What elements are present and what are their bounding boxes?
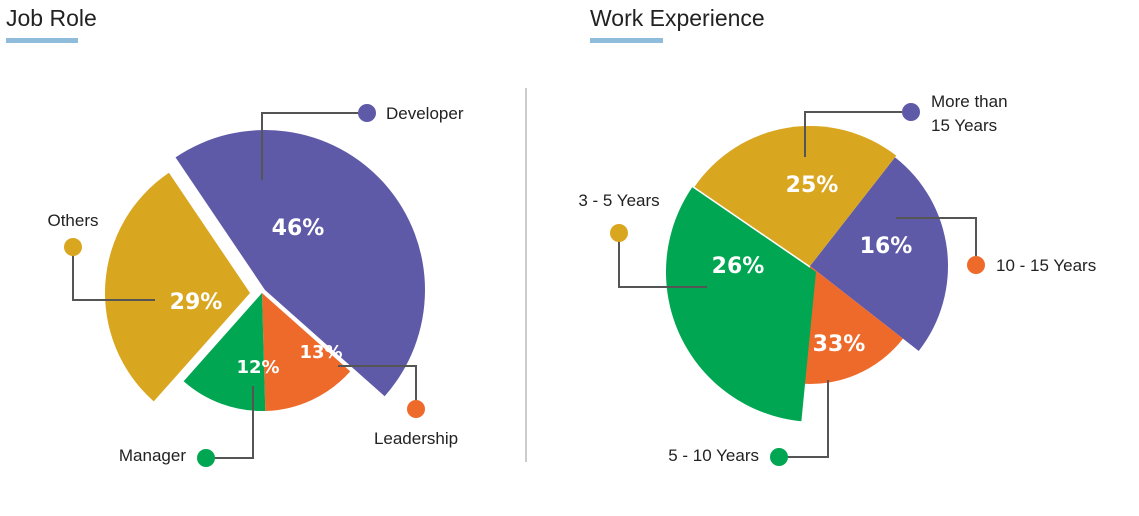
5-10-years-percent: 33% bbox=[813, 332, 866, 357]
5-10-years-label: 5 - 10 Years bbox=[668, 446, 759, 465]
manager-label: Manager bbox=[119, 446, 186, 465]
others-label: Others bbox=[47, 211, 98, 230]
manager-leader-line bbox=[212, 386, 254, 459]
more-than-15-years-leader-line bbox=[804, 111, 902, 157]
more-than-15-years-label: More than 15 Years bbox=[931, 92, 1008, 135]
leadership-leader-line bbox=[338, 365, 417, 402]
others-marker-dot bbox=[64, 238, 82, 256]
work-experience-chart: Work Experience 25% 26% 16% 33% More tha… bbox=[578, 5, 1096, 466]
leadership-marker-dot bbox=[407, 400, 425, 418]
3-5-years-label: 3 - 5 Years bbox=[578, 191, 659, 210]
3-5-years-percent: 26% bbox=[712, 254, 765, 279]
10-15-years-percent: 16% bbox=[860, 234, 913, 259]
manager-percent: 12% bbox=[236, 357, 279, 378]
developer-slice bbox=[175, 130, 426, 397]
10-15-years-leader-line bbox=[896, 217, 977, 256]
work-experience-title: Work Experience bbox=[590, 5, 765, 31]
10-15-years-slice bbox=[798, 266, 903, 384]
leadership-percent: 13% bbox=[299, 342, 342, 363]
3-5-years-slice bbox=[694, 126, 897, 266]
5-10-years-marker-dot bbox=[770, 448, 788, 466]
others-slice bbox=[105, 172, 251, 402]
3-5-years-leader-line bbox=[618, 240, 707, 288]
others-leader-line bbox=[72, 252, 155, 301]
developer-label: Developer bbox=[386, 104, 464, 123]
manager-slice bbox=[183, 293, 266, 411]
10-15-years-label: 10 - 15 Years bbox=[996, 256, 1096, 275]
developer-leader-line bbox=[261, 112, 358, 180]
developer-marker-dot bbox=[358, 104, 376, 122]
work-experience-title-underline bbox=[590, 38, 663, 43]
job-role-title: Job Role bbox=[6, 5, 97, 31]
5-10-years-slice bbox=[665, 187, 816, 422]
job-role-pie bbox=[105, 130, 426, 411]
more-than-15-years-slice bbox=[810, 157, 948, 351]
work-experience-pie bbox=[665, 126, 948, 422]
leadership-label: Leadership bbox=[374, 429, 458, 448]
5-10-years-leader-line bbox=[786, 380, 829, 458]
leadership-slice bbox=[262, 293, 351, 411]
more-than-15-years-percent: 25% bbox=[786, 173, 839, 198]
3-5-years-marker-dot bbox=[610, 224, 628, 242]
manager-marker-dot bbox=[197, 449, 215, 467]
more-than-15-years-marker-dot bbox=[902, 103, 920, 121]
developer-percent: 46% bbox=[272, 216, 325, 241]
job-role-title-underline bbox=[6, 38, 78, 43]
10-15-years-marker-dot bbox=[967, 256, 985, 274]
others-percent: 29% bbox=[170, 290, 223, 315]
job-role-chart: Job Role 46% 29% 13% 12% Developer Other… bbox=[6, 5, 464, 467]
